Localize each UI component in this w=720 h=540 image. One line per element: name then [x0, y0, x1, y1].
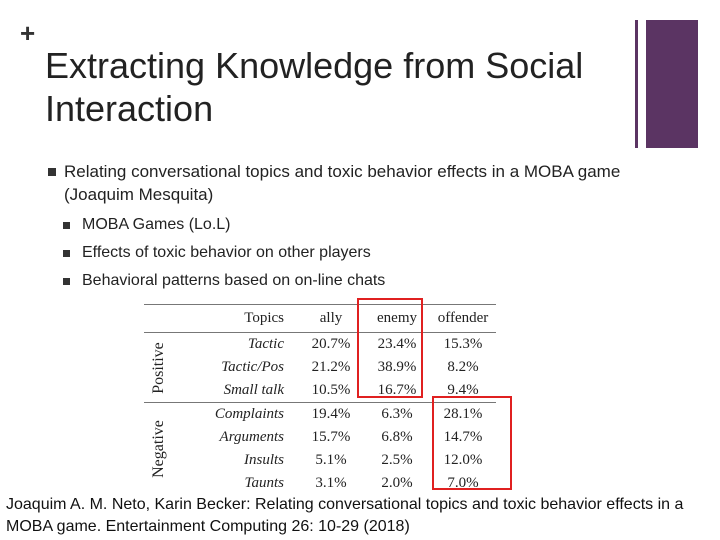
header-topics: Topics [178, 304, 298, 333]
header-enemy: enemy [364, 304, 430, 333]
topic-cell: Small talk [223, 382, 284, 398]
group-header-cell [144, 304, 178, 333]
offender-cell: 12.0% [443, 452, 483, 468]
ally-cell: 10.5% [311, 382, 351, 398]
accent-line [635, 20, 638, 148]
table-row: Insults 5.1% 2.5% 12.0% [144, 449, 496, 472]
offender-cell: 28.1% [430, 402, 496, 426]
sub-bullet-text: Behavioral patterns based on on-line cha… [82, 272, 386, 289]
sub-bullet-2: Effects of toxic behavior on other playe… [63, 244, 563, 262]
enemy-cell: 38.9% [377, 359, 417, 375]
square-bullet-icon [48, 168, 56, 176]
offender-cell: 9.4% [447, 382, 479, 398]
enemy-cell: 23.4% [377, 336, 417, 352]
sub-bullet-1: MOBA Games (Lo.L) [63, 216, 563, 234]
citation-text: Joaquim A. M. Neto, Karin Becker: Relati… [6, 494, 716, 538]
group-label-positive: Positive [150, 341, 167, 394]
group-cell-positive: Positive [144, 333, 178, 403]
main-bullet: Relating conversational topics and toxic… [48, 160, 628, 206]
ally-cell: 19.4% [298, 402, 364, 426]
enemy-cell: 6.8% [381, 429, 413, 445]
ally-cell: 21.2% [311, 359, 351, 375]
table-row: Positive Tactic 20.7% 23.4% 15.3% [144, 333, 496, 393]
header-offender: offender [430, 304, 496, 333]
accent-bar [646, 20, 698, 148]
topic-cell: Complaints [178, 402, 298, 426]
square-bullet-icon [63, 278, 70, 285]
offender-highlight-box [432, 396, 512, 490]
main-bullet-text: Relating conversational topics and toxic… [64, 162, 621, 204]
topics-table: Topics ally enemy offender Positive Tact… [144, 304, 496, 496]
group-cell-negative: Negative [144, 402, 178, 496]
offender-cell: 8.2% [447, 359, 479, 375]
topic-cell: Insults [243, 452, 284, 468]
table-row: Arguments 15.7% 6.8% 14.7% [144, 426, 496, 449]
topic-cell: Arguments [219, 429, 284, 445]
table-row: Tactic/Pos 21.2% 38.9% 8.2% [144, 356, 496, 379]
header-ally: ally [298, 304, 364, 333]
ally-cell: 20.7% [311, 336, 351, 352]
plus-mark: + [20, 18, 36, 48]
sub-bullet-text: MOBA Games (Lo.L) [82, 216, 231, 233]
enemy-cell: 2.5% [381, 452, 413, 468]
topic-cell: Tactic/Pos [221, 359, 284, 375]
topic-cell: Taunts [178, 472, 298, 496]
offender-cell: 14.7% [443, 429, 483, 445]
sub-bullet-text: Effects of toxic behavior on other playe… [82, 244, 371, 261]
enemy-cell: 2.0% [364, 472, 430, 496]
enemy-highlight-box [357, 298, 423, 398]
topic-cell: Tactic [247, 336, 284, 352]
group-label-negative: Negative [150, 420, 167, 478]
offender-cell: 15.3% [443, 336, 483, 352]
ally-cell: 15.7% [311, 429, 351, 445]
enemy-cell: 6.3% [364, 402, 430, 426]
ally-cell: 3.1% [298, 472, 364, 496]
sub-bullet-3: Behavioral patterns based on on-line cha… [63, 272, 563, 290]
square-bullet-icon [63, 250, 70, 257]
square-bullet-icon [63, 222, 70, 229]
slide-title: Extracting Knowledge from Social Interac… [45, 45, 584, 129]
table-header-row: Topics ally enemy offender [144, 304, 496, 333]
enemy-cell: 16.7% [377, 382, 417, 398]
table-row: Negative Complaints 19.4% 6.3% 28.1% [144, 402, 496, 496]
ally-cell: 5.1% [315, 452, 347, 468]
table-row: Small talk 10.5% 16.7% 9.4% [144, 379, 496, 403]
